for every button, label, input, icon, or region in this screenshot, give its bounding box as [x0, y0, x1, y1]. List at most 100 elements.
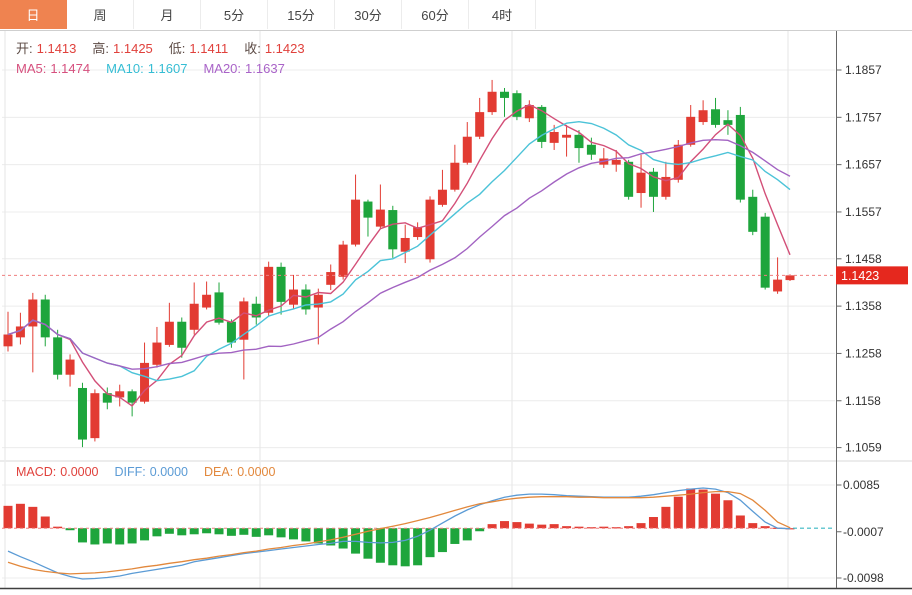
- macd-bar: [735, 515, 745, 529]
- candle-body: [537, 106, 547, 142]
- macd-bar: [301, 528, 311, 542]
- price-axis-label: 1.1757: [845, 110, 882, 124]
- macd-bar: [413, 528, 423, 566]
- price-axis-label: 1.1358: [845, 299, 882, 313]
- candle-body: [586, 144, 596, 155]
- candle-body: [127, 391, 137, 403]
- candle-body: [785, 275, 795, 281]
- macd-bar: [164, 528, 174, 534]
- tab-day[interactable]: 日: [0, 0, 67, 29]
- candle-body: [413, 227, 423, 238]
- candle-body: [450, 162, 460, 190]
- macd-bar: [338, 528, 348, 549]
- candle-body: [661, 176, 671, 197]
- macd-bar: [648, 517, 658, 529]
- macd-bar: [3, 505, 13, 529]
- macd-bar: [226, 528, 236, 536]
- tab-60min[interactable]: 60分: [402, 0, 469, 29]
- macd-panel-area[interactable]: [2, 462, 835, 588]
- candle-body: [90, 393, 100, 439]
- macd-bar: [127, 528, 137, 544]
- macd-bar: [723, 500, 733, 529]
- candle-body: [748, 196, 758, 232]
- macd-axis: 0.0085 -0.0007 -0.0098: [836, 478, 884, 585]
- candle-body: [636, 172, 646, 194]
- macd-bar: [748, 523, 758, 529]
- candle-body: [475, 112, 485, 137]
- macd-bar: [760, 526, 770, 529]
- candle-body: [512, 93, 522, 117]
- candle-body: [351, 199, 361, 245]
- macd-bar: [462, 528, 472, 541]
- price-axis-label: 1.1458: [845, 252, 882, 266]
- tab-month[interactable]: 月: [134, 0, 201, 29]
- macd-bar: [276, 528, 286, 538]
- candle-body: [735, 114, 745, 200]
- candle-body: [363, 201, 373, 218]
- price-axis-label: 1.1059: [845, 441, 882, 455]
- price-axis-label: 1.1557: [845, 205, 882, 219]
- macd-bar: [500, 521, 510, 529]
- macd-axis-label: 0.0085: [843, 478, 880, 492]
- macd-bar: [574, 526, 584, 529]
- candle-body: [648, 171, 658, 197]
- macd-bar: [239, 528, 249, 535]
- candle-body: [239, 301, 249, 340]
- macd-bar: [425, 528, 435, 558]
- macd-bar: [512, 522, 522, 529]
- price-axis-label: 1.1258: [845, 346, 882, 360]
- tab-4hour[interactable]: 4时: [469, 0, 536, 29]
- tab-30min[interactable]: 30分: [335, 0, 402, 29]
- candle-body: [40, 299, 50, 338]
- tab-15min[interactable]: 15分: [268, 0, 335, 29]
- tab-5min[interactable]: 5分: [201, 0, 268, 29]
- price-axis-label: 1.1857: [845, 63, 882, 77]
- candle-body: [313, 294, 323, 308]
- macd-bar: [264, 528, 274, 536]
- current-price-badge-label: 1.1423: [841, 269, 879, 283]
- macd-bar: [686, 488, 696, 529]
- candle-body: [574, 134, 584, 149]
- macd-bar: [288, 528, 298, 540]
- candle-body: [152, 342, 162, 365]
- candle-body: [375, 209, 385, 227]
- candle-body: [226, 321, 236, 343]
- candle-body: [673, 144, 683, 180]
- macd-bar: [711, 493, 721, 529]
- macd-bar: [177, 528, 187, 536]
- candle-body: [288, 289, 298, 305]
- ma20-line: [7, 138, 791, 370]
- candle-body: [164, 321, 174, 345]
- candle-body: [3, 334, 13, 347]
- macd-bar: [102, 528, 112, 544]
- macd-bar: [15, 503, 25, 529]
- candle-body: [202, 294, 212, 308]
- candle-body: [214, 292, 224, 323]
- candle-body: [115, 391, 125, 398]
- tab-week[interactable]: 周: [67, 0, 134, 29]
- candle-body: [760, 216, 770, 288]
- candle-body: [624, 161, 634, 197]
- candle-body: [251, 303, 261, 318]
- price-axis: 1.1857 1.1757 1.1657 1.1557 1.1458 1.1358 1.12…: [836, 63, 882, 455]
- macd-axis-label: -0.0098: [843, 571, 884, 585]
- candle-body: [611, 159, 621, 165]
- candle-body: [276, 266, 286, 302]
- candle-body: [487, 91, 497, 113]
- candle-body: [264, 266, 274, 313]
- candlestick-series: [3, 79, 795, 448]
- candle-body: [77, 387, 87, 440]
- macd-bar: [40, 516, 50, 529]
- candle-body: [338, 244, 348, 277]
- candle-body: [102, 393, 112, 403]
- macd-bar: [475, 528, 485, 532]
- candle-body: [388, 210, 398, 250]
- macd-bar: [698, 489, 708, 529]
- main-chart-area[interactable]: [2, 31, 835, 460]
- macd-bar: [549, 524, 559, 529]
- macd-bar: [537, 524, 547, 529]
- macd-bar: [115, 528, 125, 545]
- macd-axis-label: -0.0007: [843, 525, 884, 539]
- grid-lines: [2, 30, 835, 588]
- candle-body: [524, 105, 534, 119]
